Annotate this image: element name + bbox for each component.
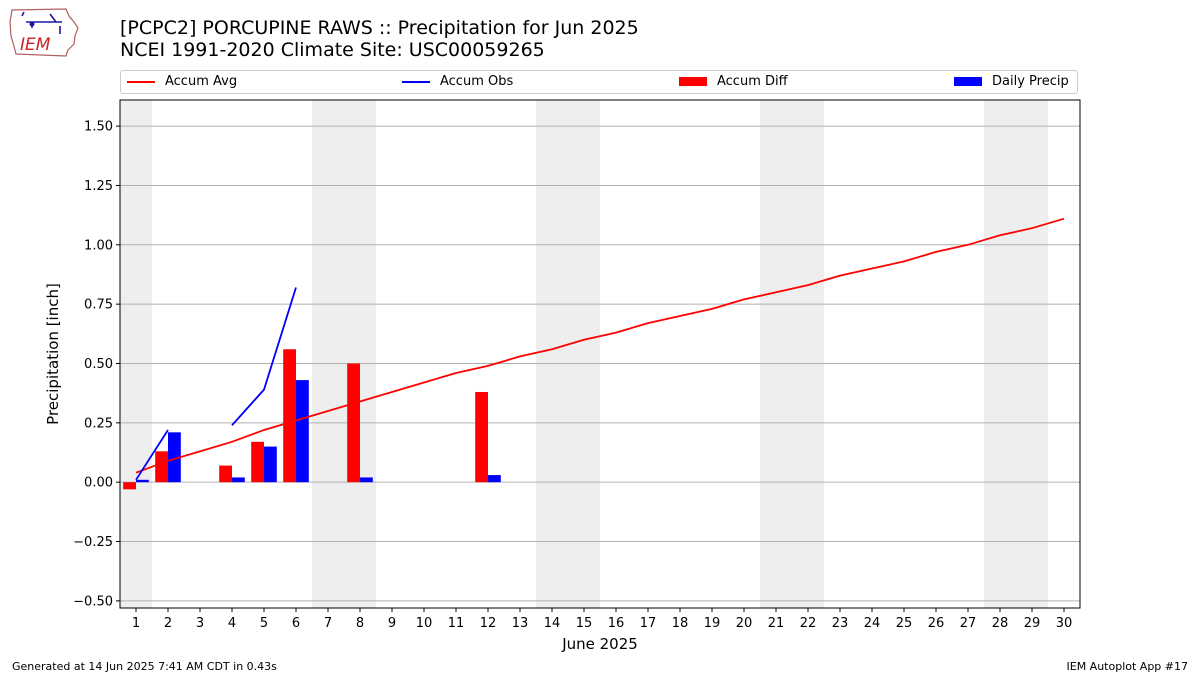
y-tick-label-2: 0.00 [84,476,113,491]
y-tick-label-6: 1.00 [84,238,113,253]
accum-diff-bar-4 [219,465,232,483]
daily-precip-bar-12 [488,475,501,483]
x-tick-label-0: 1 [132,616,140,631]
x-tick-label-18: 19 [704,616,721,631]
x-tick-label-4: 5 [260,616,268,631]
gridlines-layer [120,125,1080,602]
weekend-shading-layer [120,100,1048,608]
x-tick-label-11: 12 [480,616,497,631]
x-tick-label-22: 23 [832,616,849,631]
x-tick-label-1: 2 [164,616,172,631]
logo-text: IEM [20,35,51,55]
legend-label-accum-obs: Accum Obs [440,74,514,89]
daily-precip-bar-8 [360,477,373,483]
x-tick-label-19: 20 [736,616,753,631]
legend-item-daily-precip: Daily Precip [954,74,1069,92]
accum-diff-bar-12 [475,391,488,483]
y-axis-label: Precipitation [inch] [44,283,62,425]
x-tick-label-13: 14 [544,616,561,631]
x-tick-label-6: 7 [324,616,332,631]
plot-area-frame [119,99,1081,609]
legend-label-accum-avg: Accum Avg [165,74,238,89]
x-tick-label-9: 10 [416,616,433,631]
weekend-shade-4 [984,100,1048,608]
x-tick-label-25: 26 [928,616,945,631]
accum-diff-bar-6 [283,349,296,483]
x-tick-label-17: 18 [672,616,689,631]
x-tick-label-26: 27 [960,616,977,631]
weekend-shade-1 [312,100,376,608]
accum-diff-bar-8 [347,363,360,483]
weekend-shade-3 [760,100,824,608]
daily-precip-bar-4 [232,477,245,483]
weekend-shade-2 [536,100,600,608]
iem-logo: IEM [9,8,79,57]
y-tick-label-1: −0.25 [73,535,113,550]
footer-app-text: IEM Autoplot App #17 [1066,660,1189,673]
legend-label-daily-precip: Daily Precip [992,74,1069,89]
y-tick-label-5: 0.75 [84,298,113,313]
y-tick-label-4: 0.50 [84,357,113,372]
axes-layer: −0.50−0.250.000.250.500.751.001.251.501 2… [73,120,1072,631]
x-tick-label-21: 22 [800,616,817,631]
accum-obs-line-1 [231,287,297,426]
lines-layer [135,217,1065,481]
x-tick-label-8: 9 [388,616,396,631]
x-tick-label-20: 21 [768,616,785,631]
x-tick-label-14: 15 [576,616,593,631]
weekend-shade-0 [120,100,152,608]
x-tick-label-5: 6 [292,616,300,631]
y-tick-label-3: 0.25 [84,416,113,431]
x-tick-label-23: 24 [864,616,881,631]
daily-precip-bar-2 [168,432,181,483]
chart-title: [PCPC2] PORCUPINE RAWS :: Precipitation … [120,17,639,39]
daily-precip-bar-5 [264,446,277,483]
iowa-outline-shape [9,8,79,57]
x-tick-label-28: 29 [1024,616,1041,631]
x-tick-label-29: 30 [1056,616,1073,631]
y-tick-label-8: 1.50 [84,120,113,135]
chart-legend: Accum Avg Accum Obs Accum Diff Daily Pre… [120,70,1078,94]
legend-label-accum-diff: Accum Diff [717,74,788,89]
accum-diff-bar-5 [251,441,264,483]
legend-item-accum-avg: Accum Avg [127,74,237,92]
x-tick-label-10: 11 [448,616,465,631]
daily-precip-bar-6 [296,380,309,483]
daily-precip-bar-1 [136,479,149,483]
weather-dot-icon [29,21,35,27]
y-tick-label-7: 1.25 [84,179,113,194]
x-tick-label-24: 25 [896,616,913,631]
x-axis-label: June 2025 [561,635,638,653]
bars-layer [123,349,501,490]
legend-item-accum-obs: Accum Obs [402,74,513,92]
footer-generated-text: Generated at 14 Jun 2025 7:41 AM CDT in … [12,660,277,673]
y-tick-label-0: −0.50 [73,594,113,609]
legend-swatch-accum-obs [402,80,430,83]
accum-diff-bar-2 [155,451,168,483]
accum-diff-bar-1 [123,482,136,490]
x-tick-label-27: 28 [992,616,1009,631]
x-tick-label-3: 4 [228,616,236,631]
accum-avg-line [135,217,1065,474]
x-tick-label-7: 8 [356,616,364,631]
legend-item-accum-diff: Accum Diff [679,74,788,92]
accum-obs-line-0 [135,429,169,481]
legend-swatch-daily-precip [954,77,982,86]
legend-swatch-accum-avg [127,80,155,83]
chart-subtitle: NCEI 1991-2020 Climate Site: USC00059265 [120,39,545,61]
weather-symbol-icon [21,11,62,34]
x-tick-label-15: 16 [608,616,625,631]
x-tick-label-2: 3 [196,616,204,631]
x-tick-label-16: 17 [640,616,657,631]
legend-swatch-accum-diff [679,77,707,86]
x-tick-label-12: 13 [512,616,529,631]
